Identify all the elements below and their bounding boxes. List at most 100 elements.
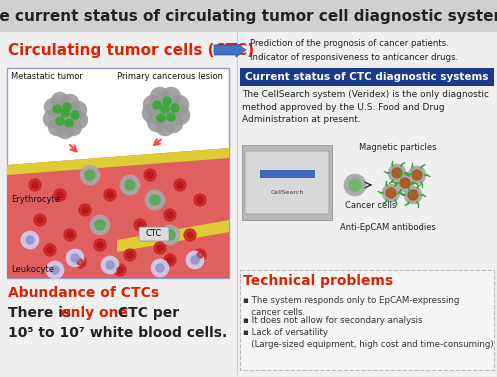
Circle shape: [161, 105, 169, 113]
FancyBboxPatch shape: [240, 270, 494, 370]
FancyBboxPatch shape: [139, 227, 169, 241]
Circle shape: [127, 252, 133, 258]
Polygon shape: [7, 148, 229, 278]
FancyBboxPatch shape: [240, 68, 494, 86]
Circle shape: [150, 195, 160, 205]
Circle shape: [49, 99, 81, 131]
Circle shape: [65, 119, 73, 127]
Polygon shape: [7, 148, 229, 175]
Circle shape: [80, 165, 100, 185]
Circle shape: [388, 164, 406, 182]
Text: ▪ The system responds only to EpCAM-expressing
   cancer cells.: ▪ The system responds only to EpCAM-expr…: [243, 296, 459, 317]
Text: Prediction of the prognosis of cancer patients.: Prediction of the prognosis of cancer pa…: [250, 40, 449, 49]
Text: The CellSearch system (Veridex) is the only diagnostic
method approved by the U.: The CellSearch system (Veridex) is the o…: [242, 90, 489, 124]
Text: ▪ It does not allow for secondary analysis: ▪ It does not allow for secondary analys…: [243, 316, 422, 325]
Circle shape: [144, 169, 156, 181]
Circle shape: [160, 225, 180, 245]
Circle shape: [37, 217, 43, 223]
Circle shape: [117, 267, 123, 273]
FancyBboxPatch shape: [260, 170, 315, 178]
Circle shape: [145, 190, 165, 210]
Circle shape: [408, 190, 418, 200]
Circle shape: [167, 113, 175, 121]
Circle shape: [400, 178, 410, 188]
Circle shape: [46, 261, 64, 279]
Text: Metastatic tumor: Metastatic tumor: [11, 72, 83, 81]
Circle shape: [194, 194, 206, 206]
Circle shape: [51, 92, 69, 110]
Circle shape: [61, 109, 69, 117]
Circle shape: [386, 188, 396, 198]
Text: Erythrocyte: Erythrocyte: [11, 196, 60, 204]
Circle shape: [153, 101, 161, 109]
Circle shape: [163, 97, 171, 105]
Circle shape: [184, 229, 196, 241]
Circle shape: [164, 209, 176, 221]
Circle shape: [174, 179, 186, 191]
Circle shape: [71, 111, 79, 119]
Circle shape: [107, 192, 113, 198]
Circle shape: [26, 236, 34, 244]
Text: Abundance of CTCs: Abundance of CTCs: [8, 286, 159, 300]
Circle shape: [143, 95, 163, 115]
Circle shape: [48, 118, 66, 136]
Circle shape: [44, 244, 56, 256]
Circle shape: [170, 105, 190, 125]
Circle shape: [67, 232, 73, 238]
Circle shape: [147, 172, 153, 178]
Circle shape: [153, 97, 173, 117]
Circle shape: [85, 170, 95, 180]
Circle shape: [61, 94, 79, 112]
Circle shape: [47, 247, 53, 253]
Circle shape: [90, 215, 110, 235]
Circle shape: [29, 179, 41, 191]
Circle shape: [120, 175, 140, 195]
Circle shape: [163, 113, 183, 133]
Circle shape: [155, 116, 175, 136]
Circle shape: [57, 192, 63, 198]
Circle shape: [94, 239, 106, 251]
Circle shape: [161, 87, 181, 107]
Text: Cancer cells: Cancer cells: [345, 201, 397, 210]
Circle shape: [147, 112, 167, 132]
Text: There is: There is: [8, 306, 76, 320]
Text: Current status of CTC diagnostic systems: Current status of CTC diagnostic systems: [245, 72, 489, 82]
FancyBboxPatch shape: [7, 68, 229, 278]
Circle shape: [165, 230, 175, 240]
Text: Leukocyte: Leukocyte: [11, 265, 54, 274]
Text: Technical problems: Technical problems: [243, 274, 393, 288]
FancyBboxPatch shape: [242, 145, 332, 220]
Circle shape: [79, 204, 91, 216]
Circle shape: [56, 121, 74, 139]
Circle shape: [53, 105, 61, 113]
Circle shape: [54, 102, 72, 120]
Circle shape: [95, 220, 105, 230]
Circle shape: [124, 249, 136, 261]
Circle shape: [64, 118, 82, 136]
Text: 10⁵ to 10⁷ white blood cells.: 10⁵ to 10⁷ white blood cells.: [8, 326, 227, 340]
Circle shape: [44, 98, 62, 116]
Circle shape: [125, 180, 135, 190]
Circle shape: [66, 249, 84, 267]
Circle shape: [187, 232, 193, 238]
Circle shape: [134, 219, 146, 231]
Circle shape: [156, 264, 164, 272]
Circle shape: [101, 256, 119, 274]
Circle shape: [62, 108, 80, 126]
Circle shape: [164, 254, 176, 266]
Circle shape: [177, 182, 183, 188]
Circle shape: [51, 266, 59, 274]
Circle shape: [412, 170, 422, 180]
Circle shape: [404, 186, 422, 204]
FancyArrow shape: [214, 43, 246, 57]
Circle shape: [157, 245, 163, 251]
Circle shape: [104, 189, 116, 201]
Circle shape: [197, 252, 203, 258]
Circle shape: [408, 166, 426, 184]
Circle shape: [154, 242, 166, 254]
Circle shape: [157, 114, 165, 122]
Text: Primary cancerous lesion: Primary cancerous lesion: [117, 72, 223, 81]
Circle shape: [349, 179, 361, 191]
Circle shape: [151, 259, 169, 277]
Text: CTC: CTC: [146, 230, 162, 239]
